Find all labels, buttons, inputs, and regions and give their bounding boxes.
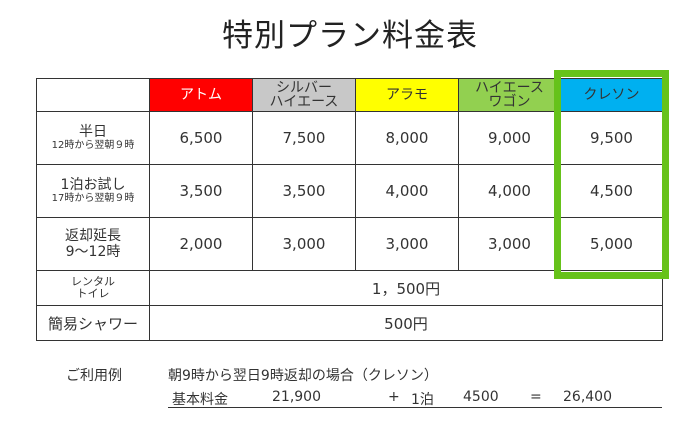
example-underline <box>168 407 662 408</box>
header-label-line: ワゴン <box>488 94 531 110</box>
base-fee-label: 基本料金 <box>172 392 228 408</box>
shower-price-cell: 500円 <box>149 305 663 341</box>
header-cresson: クレソン <box>560 78 663 112</box>
row-label-cell: 返却延長 9～12時 <box>36 217 150 271</box>
row-label-cell: 簡易シャワー <box>36 305 150 341</box>
header-label-line: クレソン <box>583 87 640 103</box>
header-label-line: アトム <box>180 87 222 103</box>
row-label: 返却延長 <box>65 228 121 244</box>
row-label: 1泊お試し <box>60 177 126 193</box>
header-corner-cell <box>36 78 150 112</box>
row-label-cell: 半日 12時から翌朝９時 <box>36 111 150 165</box>
header-label-line: ハイエース <box>269 94 339 110</box>
table-row: 1泊お試し 17時から翌朝９時 3,500 3,500 4,000 4,000 … <box>36 164 663 218</box>
price-cell: 7,500 <box>252 111 356 165</box>
header-label-line: シルバー <box>276 80 332 96</box>
row-label: トイレ <box>76 287 110 300</box>
price-cell: 3,500 <box>252 164 356 218</box>
night-value: 4500 <box>463 389 499 405</box>
price-cell: 4,500 <box>560 164 663 218</box>
price-cell: 4,000 <box>355 164 459 218</box>
price-cell: 6,500 <box>149 111 253 165</box>
price-cell: 8,000 <box>355 111 459 165</box>
price-table: アトム シルバー ハイエース アラモ ハイエース ワゴン クレソン 半日 12時から… <box>36 78 663 341</box>
base-fee-value: 21,900 <box>272 389 321 405</box>
header-alamo: アラモ <box>355 78 459 112</box>
table-row-shower: 簡易シャワー 500円 <box>36 305 663 341</box>
total-value: 26,400 <box>563 389 612 405</box>
example-label: ご利用例 <box>66 368 122 384</box>
plus-sign: + <box>388 389 400 405</box>
header-hiace-wagon: ハイエース ワゴン <box>458 78 561 112</box>
price-cell: 3,000 <box>252 217 356 271</box>
price-cell: 9,000 <box>458 111 561 165</box>
price-cell: 5,000 <box>560 217 663 271</box>
header-label-line: アラモ <box>386 87 428 103</box>
row-label-cell: レンタル トイレ <box>36 270 150 306</box>
row-label: レンタル <box>71 275 115 288</box>
header-silver-hiace: シルバー ハイエース <box>252 78 356 112</box>
row-label: 半日 <box>79 124 107 140</box>
row-sublabel: 9～12時 <box>65 244 121 260</box>
row-sublabel: 12時から翌朝９時 <box>51 140 135 151</box>
price-cell: 4,000 <box>458 164 561 218</box>
table-header-row: アトム シルバー ハイエース アラモ ハイエース ワゴン クレソン <box>36 78 663 112</box>
table-row: 返却延長 9～12時 2,000 3,000 3,000 3,000 5,000 <box>36 217 663 271</box>
header-atom: アトム <box>149 78 253 112</box>
row-label-cell: 1泊お試し 17時から翌朝９時 <box>36 164 150 218</box>
equals-sign: = <box>530 389 542 405</box>
price-cell: 3,000 <box>355 217 459 271</box>
price-cell: 2,000 <box>149 217 253 271</box>
example-description: 朝9時から翌日9時返却の場合（クレソン） <box>168 368 438 384</box>
page-title: 特別プラン料金表 <box>222 18 478 54</box>
price-cell: 3,000 <box>458 217 561 271</box>
cresson-highlight-frame <box>554 70 669 279</box>
header-label-line: ハイエース <box>475 80 544 96</box>
night-label: 1泊 <box>411 392 434 408</box>
row-sublabel: 17時から翌朝９時 <box>51 193 135 204</box>
price-cell: 3,500 <box>149 164 253 218</box>
